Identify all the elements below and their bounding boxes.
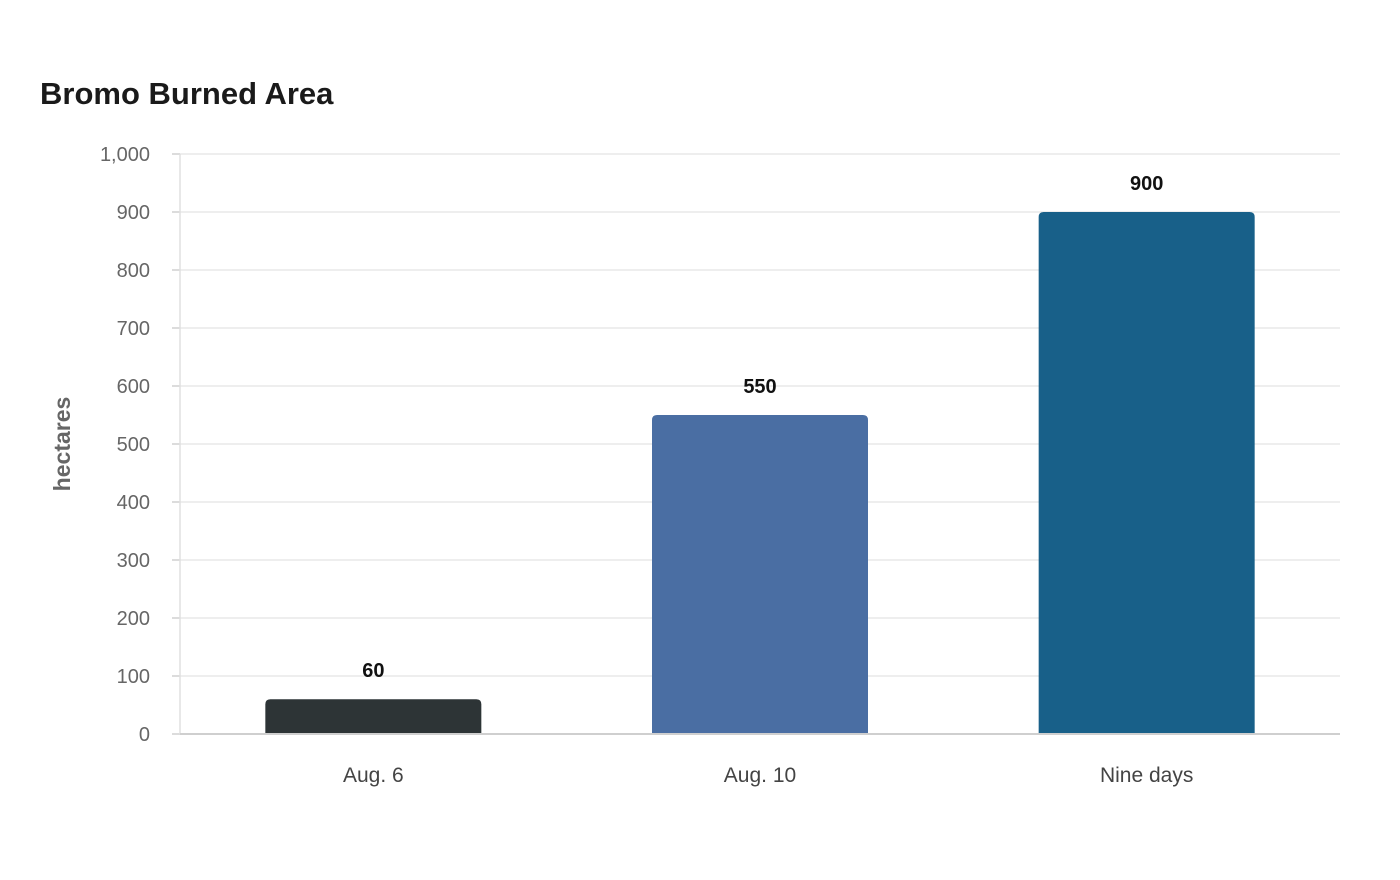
bar-aug-6 <box>265 699 482 734</box>
y-tick-label: 600 <box>117 376 150 398</box>
y-tick-label: 200 <box>117 608 150 630</box>
x-category-label: Aug. 10 <box>724 764 796 787</box>
x-axis-categories: Aug. 6 Aug. 10 Nine days <box>343 764 1193 787</box>
bar-value-label: 60 <box>362 660 384 682</box>
y-tick-label: 0 <box>139 724 150 746</box>
x-category-label: Nine days <box>1100 764 1193 787</box>
y-axis-title: hectares <box>49 397 75 492</box>
y-tick-label: 400 <box>117 492 150 514</box>
y-axis-ticks: 0 100 200 300 400 500 600 700 800 900 1,000 <box>100 144 180 746</box>
bar-value-label: 900 <box>1130 173 1163 195</box>
bar-value-label: 550 <box>743 376 776 398</box>
y-tick-label: 300 <box>117 550 150 572</box>
chart-title: Bromo Burned Area <box>40 76 334 111</box>
bar-nine-days <box>1038 212 1255 734</box>
y-tick-label: 900 <box>117 202 150 224</box>
y-tick-label: 700 <box>117 318 150 340</box>
y-tick-label: 800 <box>117 260 150 282</box>
x-category-label: Aug. 6 <box>343 764 404 787</box>
bar-aug-10 <box>652 415 868 734</box>
bars <box>265 212 1255 734</box>
data-labels: 60 550 900 <box>362 173 1163 682</box>
y-tick-label: 100 <box>117 666 150 688</box>
y-tick-label: 500 <box>117 434 150 456</box>
y-tick-label: 1,000 <box>100 144 150 166</box>
